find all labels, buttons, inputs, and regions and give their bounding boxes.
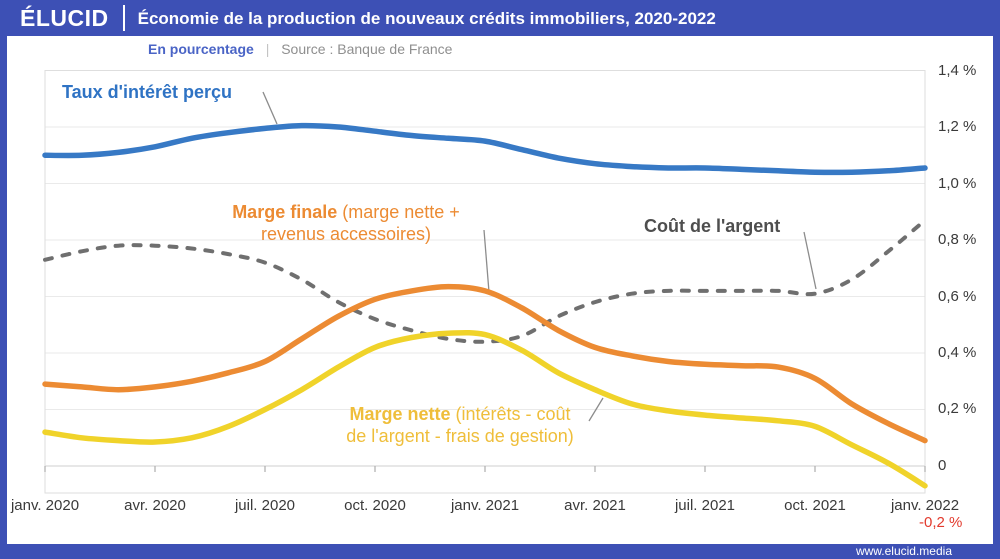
y-axis-label: 0,4 % xyxy=(938,344,977,361)
x-axis-label: janv. 2021 xyxy=(450,497,520,514)
y-axis-label: 0,6 % xyxy=(938,288,977,305)
y-axis-label: 0,8 % xyxy=(938,231,977,248)
y-axis-label: 0,2 % xyxy=(938,400,977,417)
y-axis-label: 1,4 % xyxy=(938,62,977,79)
source-label: Source : Banque de France xyxy=(281,41,453,57)
y-axis-label: 0 xyxy=(938,457,947,474)
x-axis-label: oct. 2020 xyxy=(344,497,406,514)
header-bar: ÉLUCID Économie de la production de nouv… xyxy=(0,0,1000,36)
annotation-marge-nette: Marge nette (intérêts - coût de l'argent… xyxy=(346,404,574,446)
elucid-logo: ÉLUCID xyxy=(20,4,109,31)
x-axis-label: juil. 2021 xyxy=(674,497,736,514)
x-axis-label: janv. 2022 xyxy=(890,497,960,514)
left-border xyxy=(0,0,7,559)
annotation-marge-finale: Marge finale (marge nette + revenus acce… xyxy=(232,202,460,244)
footer-url: www.elucid.media xyxy=(855,544,952,558)
annotation-cout-argent: Coût de l'argent xyxy=(644,216,781,236)
y-axis-label: 1,0 % xyxy=(938,175,977,192)
x-axis-label: janv. 2020 xyxy=(10,497,80,514)
y-axis-label: 1,2 % xyxy=(938,118,977,135)
y-axis-label-negative: -0,2 % xyxy=(919,514,963,531)
footer-bar: www.elucid.media xyxy=(0,544,1000,559)
annotation-taux-interet: Taux d'intérêt perçu xyxy=(62,82,232,102)
header-divider xyxy=(122,5,125,31)
right-border xyxy=(993,0,1000,559)
subtitle-row: En pourcentage | Source : Banque de Fran… xyxy=(148,41,452,57)
x-axis-label: oct. 2021 xyxy=(784,497,846,514)
x-axis-label: avr. 2020 xyxy=(124,497,186,514)
subtitle-separator: | xyxy=(265,41,270,57)
x-axis-label: avr. 2021 xyxy=(564,497,626,514)
page-title: Économie de la production de nouveaux cr… xyxy=(137,8,716,28)
unit-label: En pourcentage xyxy=(148,41,254,57)
x-axis-label: juil. 2020 xyxy=(234,497,296,514)
